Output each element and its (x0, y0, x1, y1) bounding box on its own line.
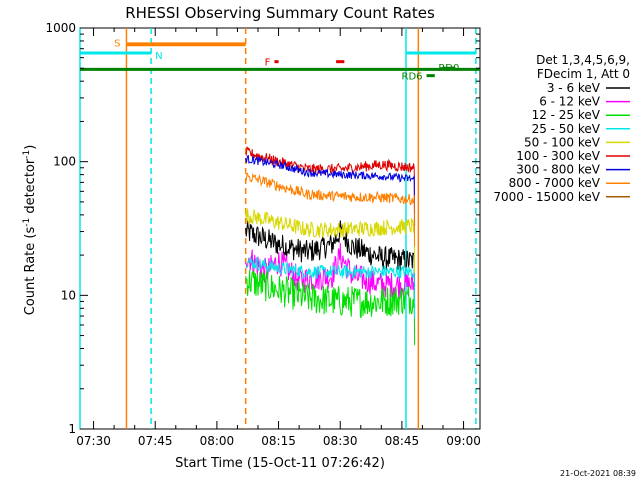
legend-entry-label: 6 - 12 keV (539, 95, 601, 109)
x-tick-label: 08:00 (200, 434, 235, 448)
x-tick-label: 07:30 (76, 434, 111, 448)
series-line (245, 146, 416, 215)
x-axis-label: Start Time (15-Oct-11 07:26:42) (175, 456, 385, 471)
chart-title: RHESSI Observing Summary Count Rates (125, 4, 435, 22)
legend-entry-label: 50 - 100 keV (524, 135, 601, 149)
series-line (245, 208, 416, 273)
generation-date: 21-Oct-2021 08:39 (560, 469, 636, 478)
series-line (245, 220, 416, 309)
plot-frame (79, 27, 481, 430)
series-line (245, 154, 416, 226)
x-tick-label: 08:30 (323, 434, 358, 448)
x-tick-label: 08:45 (385, 434, 420, 448)
series-line (245, 255, 416, 319)
vertical-markers (79, 28, 477, 429)
legend-entry-label: 300 - 800 keV (516, 163, 600, 177)
series-line (245, 172, 416, 247)
series-lines (245, 146, 416, 346)
legend-entry-label: 7000 - 15000 keV (493, 190, 600, 204)
flag-label: RD0 (438, 63, 459, 74)
legend-entry-label: 100 - 300 keV (516, 149, 600, 163)
x-axis: 07:30 07:45 08:00 08:15 08:30 08:45 09:00 (76, 28, 481, 448)
y-tick-label: 10 (61, 288, 76, 302)
flag-bars: S N F RD6 RD0 (80, 39, 480, 83)
flag-label: RD6 (402, 72, 423, 83)
legend-entry-label: 3 - 6 keV (547, 81, 601, 95)
x-tick-label: 09:00 (446, 434, 481, 448)
y-axis-label: Count Rate (s-1 detector-1) (22, 145, 38, 316)
legend-entry-label: 25 - 50 keV (532, 122, 601, 136)
x-tick-label: 08:15 (261, 434, 296, 448)
flag-label: F (265, 58, 271, 69)
y-axis: 1 10 100 1000 (45, 21, 480, 436)
x-tick-label: 07:45 (138, 434, 173, 448)
series-line (245, 270, 416, 346)
legend-header-line-1: Det 1,3,4,5,6,9, (536, 53, 630, 67)
flag-label: S (114, 39, 120, 50)
flag-label: N (155, 51, 162, 62)
y-tick-label: 100 (53, 155, 76, 169)
legend-entry-label: 12 - 25 keV (532, 108, 601, 122)
legend-entry-label: 800 - 7000 keV (509, 176, 601, 190)
y-tick-label: 1 (68, 422, 76, 436)
legend-header-line-2: FDecim 1, Att 0 (537, 67, 630, 81)
legend: Det 1,3,4,5,6,9, FDecim 1, Att 0 3 - 6 k… (493, 53, 630, 204)
y-tick-label: 1000 (45, 21, 76, 35)
